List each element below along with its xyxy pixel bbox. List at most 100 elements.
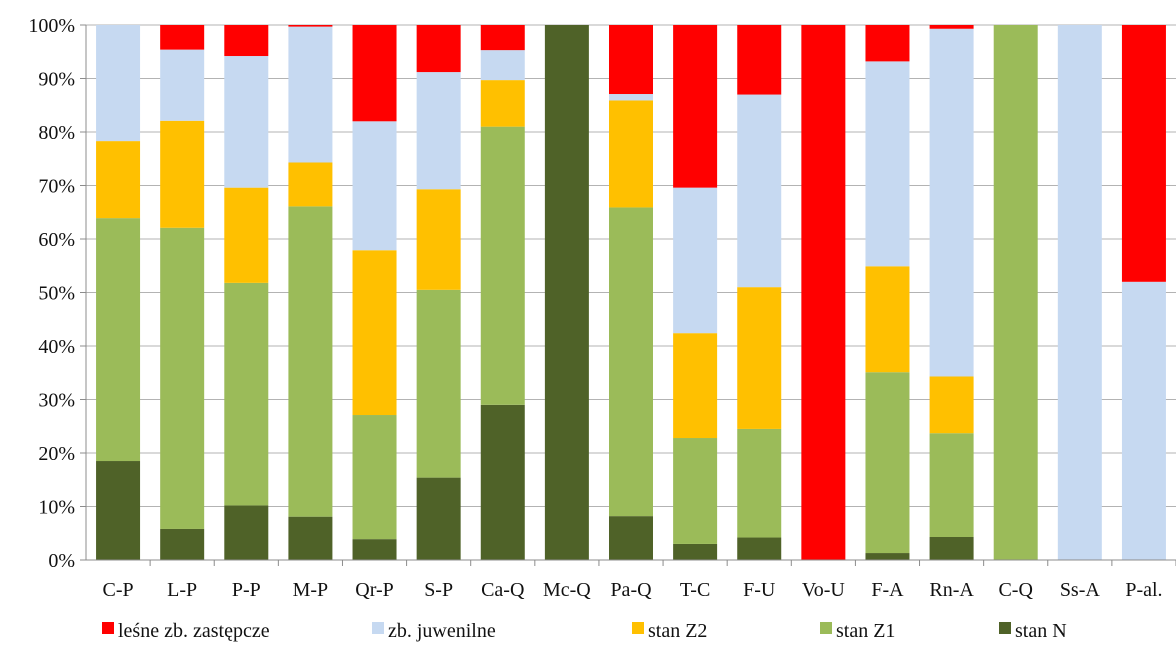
bar-segment xyxy=(96,218,141,462)
bar-segment xyxy=(352,25,397,122)
bar-segment xyxy=(1057,25,1102,560)
y-tick-label: 70% xyxy=(38,176,75,198)
bar-segment xyxy=(801,25,846,560)
bar-segment xyxy=(288,162,333,207)
x-tick-label: M-P xyxy=(293,579,329,601)
bar-segment xyxy=(609,516,653,560)
bar-segment xyxy=(224,56,269,188)
legend-label: zb. juwenilne xyxy=(388,620,496,642)
y-tick-label: 0% xyxy=(48,550,75,572)
bar-segment xyxy=(416,72,461,190)
bar-segment xyxy=(929,376,974,434)
x-tick-label: S-P xyxy=(424,579,453,601)
x-tick-label: Pa-Q xyxy=(610,579,652,601)
bar-segment xyxy=(288,26,333,163)
y-tick-label: 30% xyxy=(38,390,75,412)
bar-segment xyxy=(224,282,269,506)
bar-segment xyxy=(865,553,910,560)
legend-label: leśne zb. zastępcze xyxy=(118,620,270,642)
bar-segment xyxy=(673,25,718,188)
bar-segment xyxy=(480,25,525,51)
y-tick-label: 80% xyxy=(38,122,75,144)
legend-item: zb. juwenilne xyxy=(372,620,496,642)
bar-segment xyxy=(929,536,974,560)
bar-segment xyxy=(673,438,718,544)
bar-segment xyxy=(480,126,525,405)
legend-swatch xyxy=(372,622,384,634)
y-tick-label: 60% xyxy=(38,229,75,251)
bar-segment xyxy=(737,25,782,95)
x-tick-label: T-C xyxy=(680,579,710,601)
bar-segment xyxy=(737,94,782,288)
bar-segment xyxy=(480,80,525,127)
y-tick-label: 90% xyxy=(38,69,75,91)
bar-segment xyxy=(1121,25,1166,282)
legend-item: stan Z2 xyxy=(632,620,707,642)
bar-segment xyxy=(480,50,525,81)
legend-label: stan N xyxy=(1015,620,1067,642)
legend-label: stan Z1 xyxy=(836,620,895,642)
bar-segment xyxy=(416,189,461,290)
x-tick-label: F-U xyxy=(743,579,776,601)
bar-segment xyxy=(480,404,525,560)
bar-segment xyxy=(416,289,461,478)
bar-segment xyxy=(160,227,205,529)
bar-segment xyxy=(96,461,141,560)
x-tick-label: L-P xyxy=(167,579,197,601)
bar-segment xyxy=(673,333,718,439)
bar-segment xyxy=(544,25,589,560)
bar-segment xyxy=(609,25,653,95)
axes: 0% 10% 20% 30% 40% 50% 60% 70% 80% 90% 100% C-P L-P P… xyxy=(28,15,1176,601)
x-tick-label: Ca-Q xyxy=(481,579,525,601)
bar-segment xyxy=(993,25,1038,560)
bar-segment xyxy=(929,25,974,29)
bar-segment xyxy=(160,120,205,228)
legend-label: stan Z2 xyxy=(648,620,707,642)
bar-segment xyxy=(416,25,461,73)
x-tick-label: Rn-A xyxy=(929,579,974,601)
bar-segment xyxy=(288,206,333,517)
bar-segment xyxy=(737,428,782,538)
bar-segment xyxy=(96,141,141,219)
bar-segment xyxy=(737,537,782,560)
y-tick-label: 50% xyxy=(38,283,75,305)
bar-segment xyxy=(929,28,974,377)
bar-segment xyxy=(352,250,397,416)
y-tick-label: 20% xyxy=(38,443,75,465)
bar-segment xyxy=(865,266,910,373)
legend-item: stan N xyxy=(999,620,1067,642)
bar-segment xyxy=(288,25,333,27)
bar-segment xyxy=(1121,281,1166,560)
bar-segment xyxy=(737,287,782,429)
legend-swatch xyxy=(820,622,832,634)
legend-swatch xyxy=(632,622,644,634)
bars xyxy=(96,25,1166,560)
y-tick-label: 100% xyxy=(28,15,75,37)
bar-segment xyxy=(609,94,653,101)
bar-segment xyxy=(673,187,718,334)
x-tick-label: Ss-A xyxy=(1060,579,1101,601)
x-tick-label: Qr-P xyxy=(355,579,394,601)
legend-swatch xyxy=(999,622,1011,634)
bar-segment xyxy=(673,543,718,560)
bar-segment xyxy=(352,539,397,560)
y-tick-label: 40% xyxy=(38,336,75,358)
bar-segment xyxy=(224,25,269,57)
legend-item: stan Z1 xyxy=(820,620,895,642)
bar-segment xyxy=(352,121,397,251)
x-tick-label: Mc-Q xyxy=(543,579,591,601)
bar-segment xyxy=(160,528,205,560)
bar-segment xyxy=(160,49,205,121)
bar-segment xyxy=(865,372,910,554)
bar-segment xyxy=(224,505,269,560)
legend-swatch xyxy=(102,622,114,634)
y-tick-label: 10% xyxy=(38,497,75,519)
bar-segment xyxy=(224,187,269,283)
bar-segment xyxy=(288,516,333,560)
x-tick-label: F-A xyxy=(871,579,904,601)
x-tick-label: P-P xyxy=(232,579,261,601)
x-tick-label: C-Q xyxy=(998,579,1033,601)
bar-segment xyxy=(929,433,974,537)
legend-item: leśne zb. zastępcze xyxy=(102,620,270,642)
